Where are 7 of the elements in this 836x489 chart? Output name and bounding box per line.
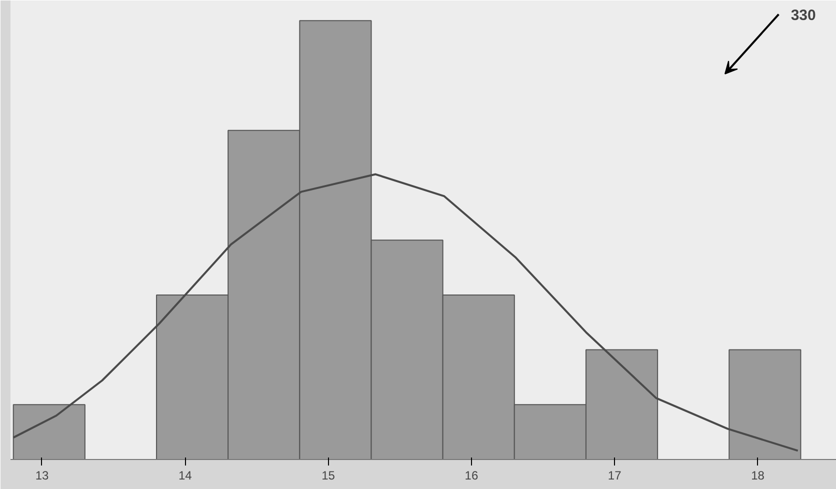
x-tick-label: 13 bbox=[35, 468, 49, 482]
x-tick-label: 17 bbox=[608, 468, 622, 482]
annotation: 330 bbox=[790, 6, 816, 24]
x-tick-label: 18 bbox=[751, 468, 765, 482]
x-tick-label: 15 bbox=[322, 468, 336, 482]
x-tick-label: 14 bbox=[178, 468, 192, 482]
x-tick-label: 16 bbox=[464, 468, 478, 482]
